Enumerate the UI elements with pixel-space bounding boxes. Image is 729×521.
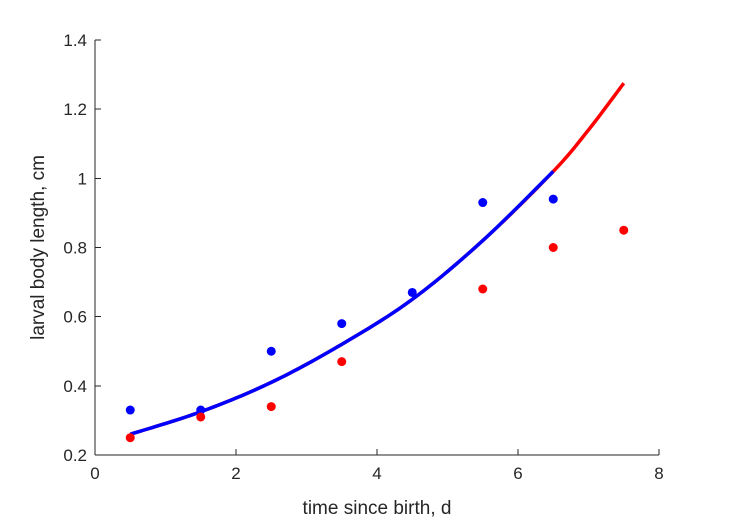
- data-point: [196, 412, 206, 422]
- axis-labels: time since birth, d larval body length, …: [28, 155, 451, 519]
- data-point: [125, 433, 135, 443]
- series-layer: [125, 82, 629, 443]
- x-tick-label: 2: [231, 464, 240, 483]
- data-point: [125, 405, 135, 415]
- y-tick-label: 0.4: [63, 377, 87, 396]
- y-tick-label: 1.2: [63, 100, 87, 119]
- x-tick-label: 4: [372, 464, 381, 483]
- y-tick-label: 1.4: [63, 31, 87, 50]
- y-axis-label: larval body length, cm: [28, 155, 49, 340]
- data-point: [478, 284, 488, 294]
- y-tick-label: 0.8: [63, 239, 87, 258]
- x-tick-label: 6: [513, 464, 522, 483]
- axes: 0 2 4 6 8 0.2 0.4 0.6 0.8 1 1.2 1.4: [63, 31, 663, 483]
- y-tick-label: 1: [78, 169, 87, 188]
- x-tick-label: 8: [654, 464, 663, 483]
- y-tick-label: 0.6: [63, 308, 87, 327]
- data-point: [619, 225, 629, 235]
- data-point: [337, 319, 347, 329]
- data-point: [548, 243, 558, 252]
- x-tick-label: 0: [90, 464, 99, 483]
- fit-curve-line: [129, 170, 555, 436]
- y-tick-label: 0.2: [63, 446, 87, 465]
- x-axis-label: time since birth, d: [303, 498, 452, 519]
- fit-curve-line: [129, 82, 626, 436]
- data-point: [548, 194, 558, 204]
- data-point: [196, 405, 206, 415]
- data-point: [478, 198, 488, 208]
- data-point: [266, 346, 276, 356]
- data-point: [407, 287, 417, 297]
- data-point: [266, 402, 276, 412]
- data-point: [337, 357, 347, 367]
